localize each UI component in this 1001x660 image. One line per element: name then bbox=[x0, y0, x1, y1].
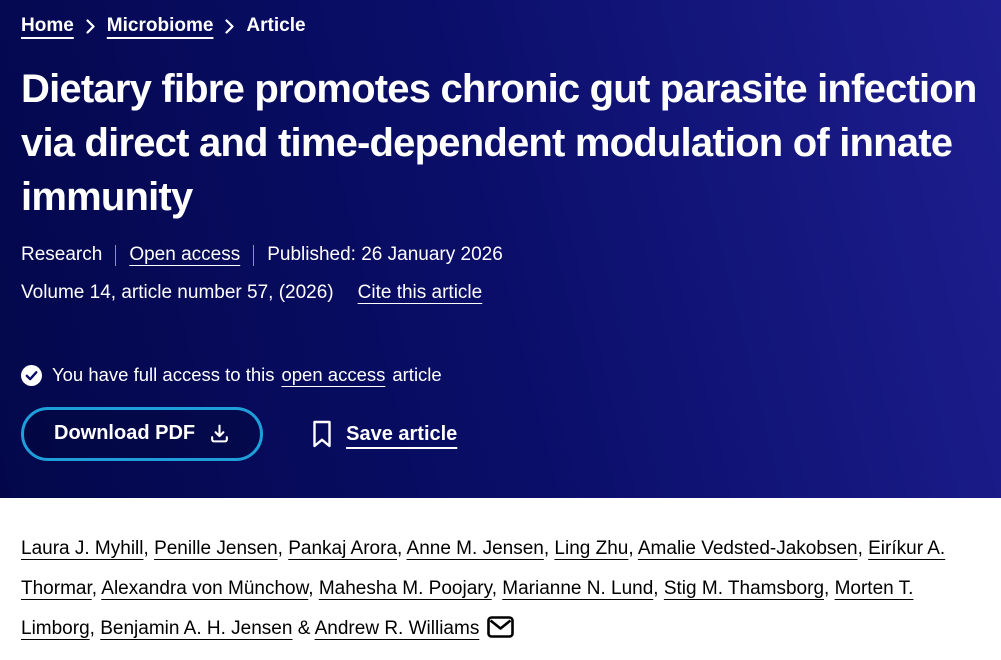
chevron-right-icon bbox=[225, 18, 235, 34]
author-link[interactable]: Stig M. Thamsborg bbox=[663, 578, 825, 599]
author-link[interactable]: Anne M. Jensen bbox=[406, 538, 544, 559]
breadcrumb-current: Article bbox=[246, 15, 306, 36]
chevron-right-icon bbox=[86, 18, 95, 34]
breadcrumb-link-home[interactable]: Home bbox=[21, 15, 74, 36]
author-link[interactable]: Mahesha M. Poojary bbox=[318, 578, 492, 599]
author-list: Laura J. Myhill, Penille Jensen, Pankaj … bbox=[21, 529, 966, 649]
bookmark-icon bbox=[313, 420, 331, 448]
cite-article-link[interactable]: Cite this article bbox=[357, 282, 483, 303]
check-circle-icon bbox=[21, 364, 42, 386]
published-date: Published: 26 January 2026 bbox=[267, 244, 503, 265]
author-link[interactable]: Marianne N. Lund bbox=[502, 578, 654, 599]
email-icon[interactable] bbox=[487, 616, 515, 638]
author-link[interactable]: Ling Zhu bbox=[554, 538, 629, 559]
author-link[interactable]: Morten T. Limborg bbox=[21, 578, 914, 639]
authors-names: Laura J. Myhill, Penille Jensen, Pankaj … bbox=[21, 538, 946, 639]
author-link[interactable]: Penille Jensen bbox=[154, 538, 278, 559]
author-link[interactable]: Andrew R. Williams bbox=[314, 618, 480, 639]
author-link[interactable]: Benjamin A. H. Jensen bbox=[100, 618, 293, 639]
volume-info: Volume 14, article number 57, (2026) bbox=[21, 282, 334, 303]
article-banner: Home Microbiome Article Dietary fibre pr… bbox=[0, 0, 1001, 498]
author-link[interactable]: Laura J. Myhill bbox=[21, 538, 144, 559]
breadcrumb-link-journal[interactable]: Microbiome bbox=[106, 15, 214, 36]
action-buttons: Download PDF Save article bbox=[21, 407, 981, 461]
access-text-suffix: article bbox=[392, 364, 442, 385]
article-type-label: Research bbox=[21, 244, 103, 265]
save-article-button[interactable]: Save article bbox=[311, 420, 457, 448]
page-title: Dietary fibre promotes chronic gut paras… bbox=[21, 67, 977, 219]
divider bbox=[253, 244, 255, 266]
open-access-link[interactable]: Open access bbox=[129, 244, 241, 265]
author-link[interactable]: Amalie Vedsted-Jakobsen bbox=[637, 538, 858, 559]
article-meta-row: Research Open access Published: 26 Janua… bbox=[21, 244, 981, 266]
breadcrumb: Home Microbiome Article bbox=[21, 15, 981, 37]
open-access-inline-link[interactable]: open access bbox=[281, 364, 386, 385]
volume-row: Volume 14, article number 57, (2026) Cit… bbox=[21, 282, 981, 304]
save-article-label: Save article bbox=[346, 422, 458, 445]
download-icon bbox=[211, 424, 229, 443]
author-link[interactable]: Alexandra von Münchow bbox=[101, 578, 309, 599]
author-link[interactable]: Eiríkur A. Thormar bbox=[21, 538, 946, 599]
download-pdf-button[interactable]: Download PDF bbox=[21, 407, 264, 461]
access-text-prefix: You have full access to this bbox=[52, 364, 275, 385]
divider bbox=[115, 244, 117, 266]
access-banner: You have full access to this open access… bbox=[21, 364, 981, 386]
authors-section: Laura J. Myhill, Penille Jensen, Pankaj … bbox=[0, 498, 1001, 649]
download-pdf-label: Download PDF bbox=[54, 422, 196, 444]
author-link[interactable]: Pankaj Arora bbox=[288, 538, 398, 559]
